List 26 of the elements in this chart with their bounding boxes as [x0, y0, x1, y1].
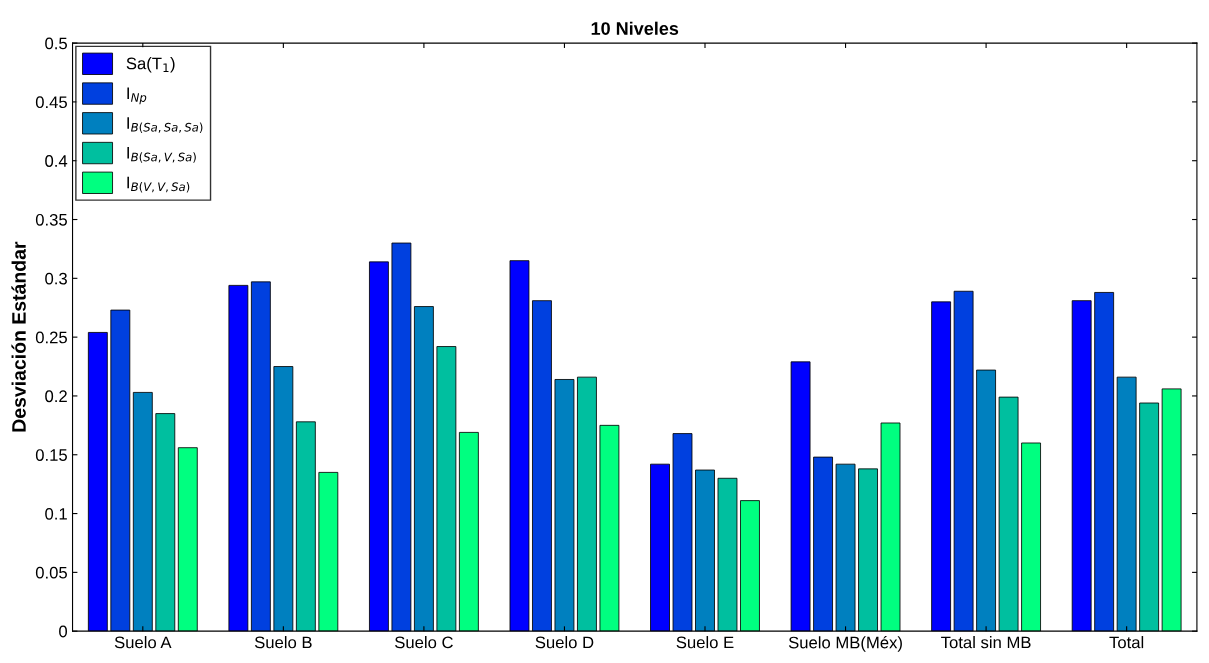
x-tick-label: Suelo C: [395, 636, 453, 649]
x-tick-label: Suelo B: [254, 636, 312, 649]
x-tick-label: Total: [1109, 636, 1144, 649]
x-tick-label: Suelo A: [114, 636, 172, 649]
x-tick-label: Suelo D: [535, 636, 594, 649]
y-axis-title: Desviación Estándar: [11, 241, 26, 432]
y-tick-label: 0: [59, 625, 68, 638]
x-tick-label: Total sin MB: [941, 636, 1031, 649]
y-tick-label: 0.25: [35, 331, 67, 344]
y-tick-label: 0.35: [35, 213, 67, 226]
legend-label: I$_{B(Sa,V,Sa)}$: [127, 147, 196, 163]
y-tick-label: 0.05: [35, 566, 67, 579]
legend-label: I$_{B(Sa,Sa,Sa)}$: [127, 117, 203, 133]
x-tick-label: Suelo MB(Méx): [788, 636, 902, 652]
legend-label: I$_{B(V,V,Sa)}$: [127, 176, 190, 193]
y-tick-label: 0.4: [45, 155, 68, 167]
y-tick-label: 0.45: [35, 96, 67, 109]
y-tick-label: 0.15: [35, 449, 67, 461]
chart-title: 10 Niveles: [591, 21, 679, 35]
legend-label: I$_{Np}$: [127, 87, 147, 105]
y-tick-label: 0.3: [45, 272, 67, 285]
y-tick-label: 0.5: [45, 37, 67, 50]
y-tick-label: 0.2: [45, 390, 67, 403]
x-tick-label: Suelo E: [676, 636, 734, 649]
y-tick-label: 0.1: [45, 507, 67, 520]
legend-label: Sa(T$_{1}$): [126, 57, 175, 73]
